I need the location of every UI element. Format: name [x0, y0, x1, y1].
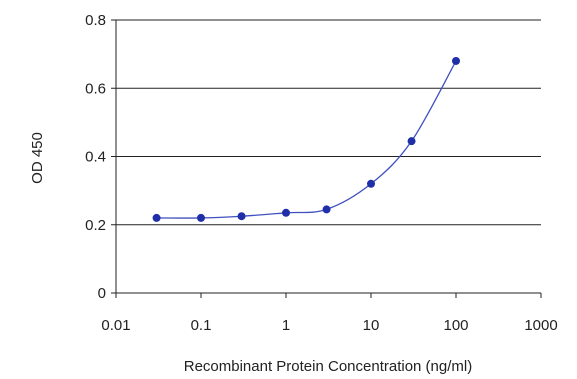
y-tick-label-1: 0.2: [85, 217, 106, 234]
data-point-4: [322, 205, 331, 214]
gridlines: [116, 19, 541, 226]
data-point-2: [237, 212, 246, 221]
y-tick-label-2: 0.4: [85, 149, 106, 166]
data-point-3: [282, 208, 290, 217]
x-tick-labels: 0.01 0.1 1 10 100 1000: [101, 317, 557, 334]
x-axis-label: Recombinant Protein Concentration (ng/ml…: [184, 358, 472, 375]
y-tick-label-3: 0.6: [85, 80, 106, 97]
x-tick-label-2: 1: [282, 317, 290, 334]
x-tick-label-0: 0.01: [101, 317, 130, 334]
y-tick-label-4: 0.8: [85, 12, 106, 29]
y-tick-label-0: 0: [98, 285, 106, 302]
data-point-6: [407, 137, 416, 146]
x-tick-label-5: 1000: [524, 317, 557, 334]
data-point-0: [152, 213, 161, 222]
axes: [111, 19, 542, 298]
x-tick-label-3: 10: [363, 317, 380, 334]
data-point-7: [452, 56, 460, 65]
y-axis-label: OD 450: [29, 132, 46, 184]
y-tick-labels: 0 0.2 0.4 0.6 0.8: [85, 12, 106, 302]
data-point-5: [367, 179, 375, 188]
x-tick-label-1: 0.1: [191, 317, 212, 334]
data-point-1: [197, 213, 205, 222]
data-points: [152, 56, 460, 222]
x-tick-label-4: 100: [443, 317, 468, 334]
